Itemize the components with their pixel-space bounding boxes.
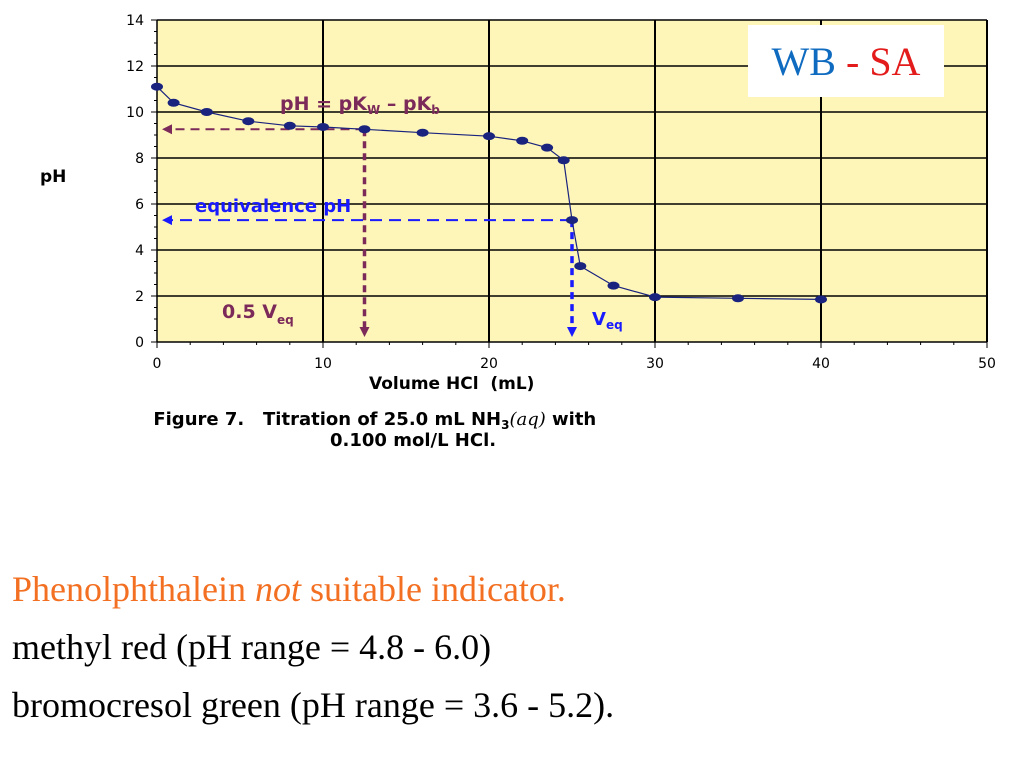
data-point bbox=[557, 156, 570, 165]
data-point bbox=[607, 281, 620, 290]
y-tick-label: 14 bbox=[126, 13, 144, 29]
y-tick-label: 4 bbox=[135, 243, 144, 259]
data-point bbox=[732, 294, 744, 303]
figure-caption-line2: 0.100 mol/L HCl. bbox=[330, 430, 496, 451]
x-tick-label: 50 bbox=[978, 356, 996, 372]
x-tick-labels: 0 10 20 30 40 50 bbox=[153, 356, 996, 372]
annotation-guides bbox=[162, 124, 577, 337]
axes bbox=[151, 19, 988, 348]
half-veq-label: 0.5 Veq bbox=[222, 301, 294, 327]
y-axis-label: pH bbox=[40, 167, 66, 187]
y-tick-label: 6 bbox=[135, 197, 144, 213]
data-point bbox=[574, 262, 587, 271]
data-points bbox=[151, 82, 827, 304]
badge-strong: SA bbox=[869, 38, 921, 84]
data-point bbox=[151, 82, 163, 91]
data-point bbox=[566, 216, 578, 225]
x-tick-label: 20 bbox=[480, 356, 498, 372]
data-point bbox=[516, 136, 529, 145]
y-tick-labels: 0 2 4 6 8 10 12 14 bbox=[126, 13, 144, 351]
wb-sa-badge: WB - SA bbox=[748, 25, 944, 97]
y-tick-label: 10 bbox=[126, 105, 144, 121]
data-point bbox=[242, 117, 255, 126]
badge-weak: WB bbox=[771, 38, 836, 84]
data-point bbox=[416, 128, 429, 137]
data-point bbox=[167, 98, 180, 107]
x-tick-label: 40 bbox=[812, 356, 830, 372]
pk-annotation: pH = pKW – pKb bbox=[280, 93, 440, 117]
data-point bbox=[283, 121, 296, 130]
note-methyl-red: methyl red (pH range = 4.8 - 6.0) bbox=[12, 627, 492, 667]
y-tick-label: 2 bbox=[135, 289, 144, 305]
data-point bbox=[483, 132, 495, 141]
data-point bbox=[317, 122, 329, 131]
note-text: suitable indicator. bbox=[300, 569, 566, 609]
x-axis-label: Volume HCl (mL) bbox=[369, 374, 534, 394]
equivalence-ph-label: equivalence pH bbox=[195, 196, 351, 217]
note-bromocresol-green: bromocresol green (pH range = 3.6 - 5.2)… bbox=[12, 685, 615, 725]
badge-separator: - bbox=[835, 38, 870, 84]
titration-curve bbox=[156, 86, 822, 300]
note-emphasis: not bbox=[254, 569, 301, 609]
note-text: Phenolphthalein bbox=[12, 569, 255, 609]
x-tick-label: 30 bbox=[646, 356, 664, 372]
data-point bbox=[649, 293, 661, 302]
note-phenolphthalein: Phenolphthalein not suitable indicator. bbox=[12, 560, 614, 618]
x-tick-label: 10 bbox=[314, 356, 332, 372]
indicator-notes: Phenolphthalein not suitable indicator. … bbox=[12, 560, 614, 734]
data-point bbox=[815, 295, 827, 304]
y-tick-label: 8 bbox=[135, 151, 144, 167]
x-tick-label: 0 bbox=[153, 356, 162, 372]
figure-caption-line1: Figure 7. Titration of 25.0 mL NH3(aq) w… bbox=[122, 409, 615, 432]
data-point bbox=[541, 143, 554, 152]
y-tick-label: 0 bbox=[135, 335, 144, 351]
veq-label: Veq bbox=[592, 309, 623, 332]
y-tick-label: 12 bbox=[126, 59, 144, 75]
data-point bbox=[358, 125, 371, 134]
data-point bbox=[200, 108, 213, 116]
